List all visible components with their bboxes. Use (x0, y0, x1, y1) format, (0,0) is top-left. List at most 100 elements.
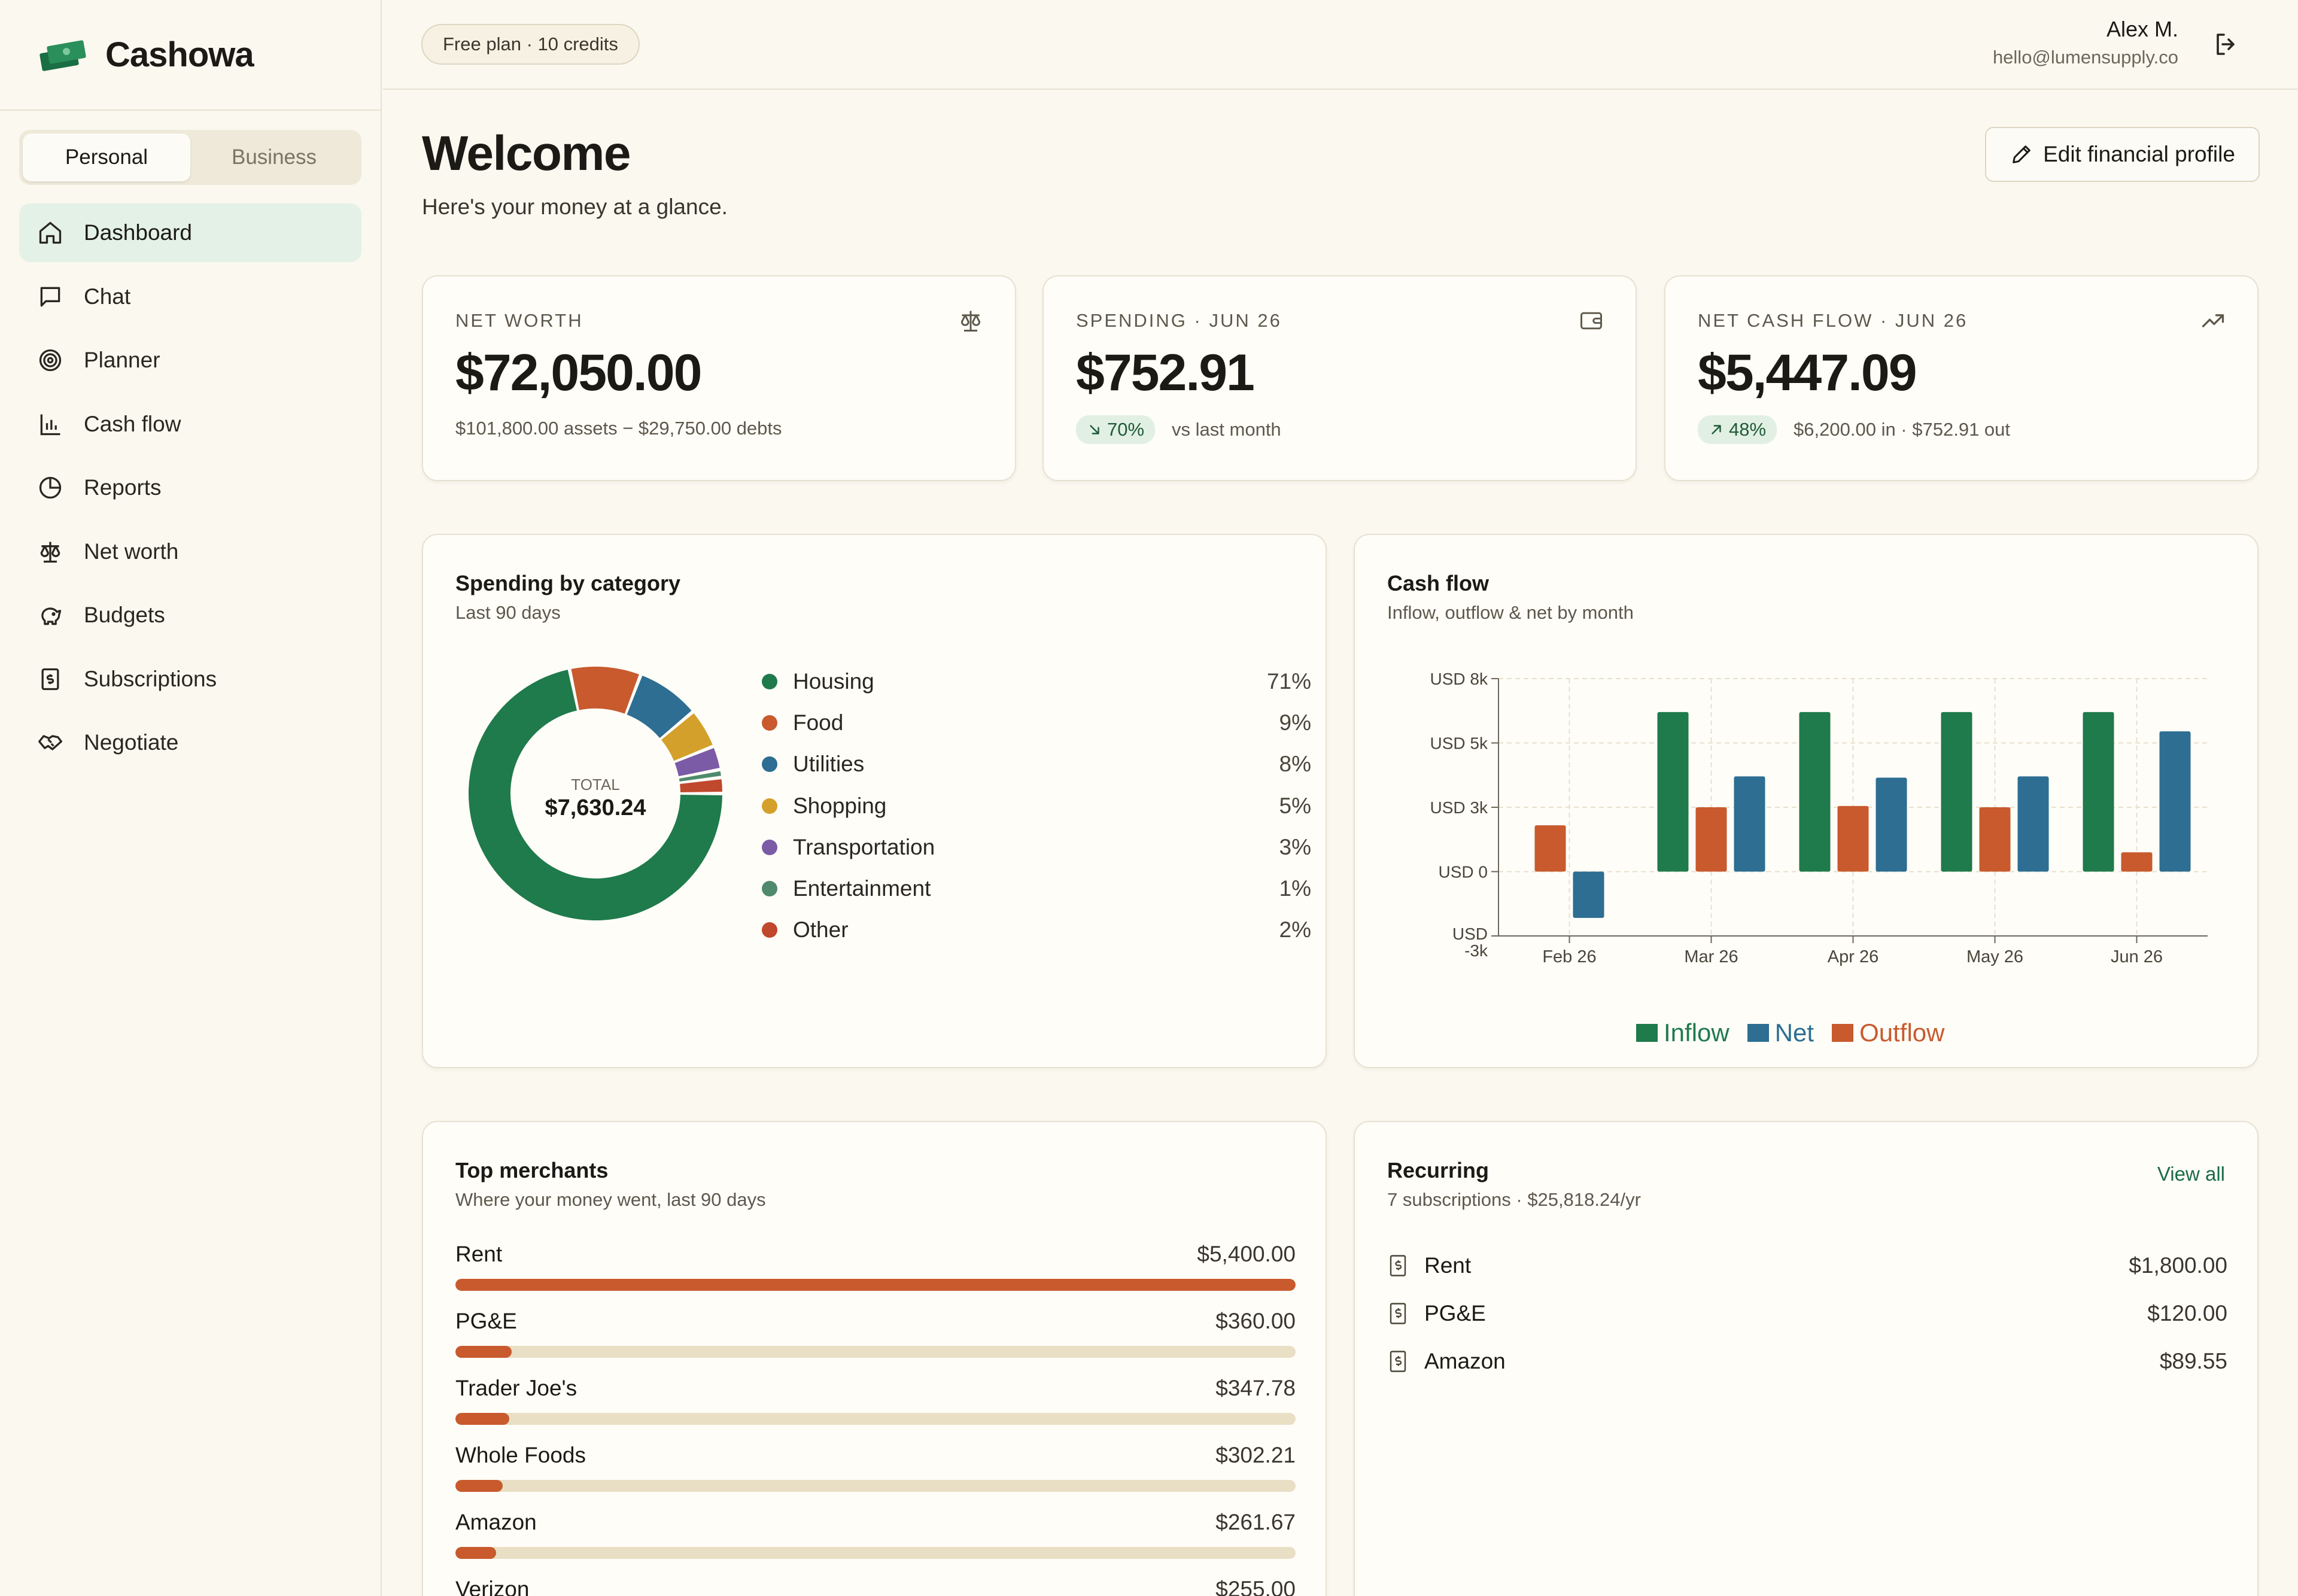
card-title: Recurring (1387, 1158, 1490, 1182)
sidebar-item-subscriptions[interactable]: Subscriptions (19, 650, 361, 709)
x-tick-label: Apr 26 (1828, 947, 1878, 966)
stat-detail-text: vs last month (1172, 419, 1281, 440)
donut-slice-entertainment[interactable] (679, 771, 721, 782)
legend-item-inflow[interactable]: Inflow (1636, 1019, 1729, 1047)
spending-card[interactable]: SPENDING · JUN 26 $752.91 70% vs last mo… (1042, 275, 1637, 481)
card-title: Spending by category (455, 571, 681, 595)
legend-percent: 2% (1279, 917, 1311, 943)
x-tick-label: May 26 (1966, 947, 2023, 966)
x-tick-label: Feb 26 (1542, 947, 1596, 966)
merchant-row[interactable]: Trader Joe's $347.78 (455, 1376, 1296, 1443)
category-legend: Housing 71% Food 9% Utilities 8% Shoppin… (762, 661, 1311, 951)
bar-net-may-26[interactable] (2017, 776, 2049, 872)
legend-swatch (762, 756, 777, 773)
sidebar-item-cash-flow[interactable]: Cash flow (19, 395, 361, 454)
merchant-bar-fill (455, 1413, 510, 1425)
mode-personal-tab[interactable]: Personal (23, 133, 190, 181)
cash-flow-card: USD 8k USD 5k USD 3k USD 0 USD -3k Feb 26 Mar 2… (1354, 534, 2259, 1068)
recurring-card: Recurring 7 subscriptions · $25,818.24/y… (1354, 1121, 2259, 1596)
merchant-row[interactable]: Amazon $261.67 (455, 1510, 1296, 1577)
sidebar-item-planner[interactable]: Planner (19, 331, 361, 390)
legend-percent: 3% (1279, 834, 1311, 859)
sidebar-item-chat[interactable]: Chat (19, 267, 361, 326)
user-info[interactable]: Alex M. hello@lumensupply.co (1993, 17, 2178, 68)
sidebar-item-negotiate[interactable]: Negotiate (19, 713, 361, 772)
merchant-name: Whole Foods (455, 1443, 586, 1467)
legend-item-utilities[interactable]: Utilities 8% (762, 744, 1311, 785)
legend-item-outflow[interactable]: Outflow (1832, 1019, 1944, 1047)
bar-outflow-apr-26[interactable] (1837, 805, 1869, 872)
scale-icon (40, 542, 60, 563)
merchant-amount: $360.00 (1215, 1309, 1296, 1333)
view-all-link[interactable]: View all (2157, 1163, 2225, 1185)
card-title: Cash flow (1387, 571, 1490, 595)
legend-item-transportation[interactable]: Transportation 3% (762, 826, 1311, 868)
bar-inflow-apr-26[interactable] (1799, 712, 1831, 872)
legend-item-shopping[interactable]: Shopping 5% (762, 785, 1311, 826)
cash-flow-legend: Inflow Net Outflow (1636, 1019, 1962, 1047)
chat-icon (40, 287, 60, 306)
merchant-row[interactable]: PG&E $360.00 (455, 1309, 1296, 1376)
recurring-row[interactable]: PG&E $120.00 (1387, 1290, 2227, 1337)
spending-donut-chart: TOTAL $7,630.24 (469, 667, 722, 920)
legend-item-net[interactable]: Net (1747, 1019, 1814, 1047)
legend-label: Food (793, 710, 844, 735)
sidebar-item-budgets[interactable]: Budgets (19, 586, 361, 645)
edit-button-label: Edit financial profile (2043, 142, 2235, 166)
sidebar-item-dashboard[interactable]: Dashboard (19, 203, 361, 262)
bar-outflow-jun-26[interactable] (2121, 852, 2153, 872)
net-cash-flow-card[interactable]: NET CASH FLOW · JUN 26 $5,447.09 48% $6,… (1664, 275, 2259, 481)
bar-net-apr-26[interactable] (1876, 777, 1907, 872)
bar-outflow-mar-26[interactable] (1695, 807, 1727, 872)
pencil-icon (2013, 145, 2030, 163)
spending-by-category-card: Spending by category Last 90 days TOTAL … (422, 534, 1327, 1068)
brand[interactable]: Cashowa (0, 0, 381, 111)
legend-swatch (1747, 1024, 1769, 1042)
merchant-bar-track (455, 1547, 1296, 1559)
legend-swatch (762, 839, 777, 855)
donut-slice-housing[interactable] (469, 670, 722, 920)
net-worth-card[interactable]: NET WORTH $72,050.00 $101,800.00 assets … (422, 275, 1016, 481)
legend-item-food[interactable]: Food 9% (762, 702, 1311, 743)
merchant-row[interactable]: Rent $5,400.00 (455, 1242, 1296, 1309)
bar-outflow-feb-26[interactable] (1534, 825, 1566, 872)
plan-badge[interactable]: Free plan · 10 credits (421, 24, 640, 65)
legend-item-other[interactable]: Other 2% (762, 910, 1311, 951)
bar-inflow-mar-26[interactable] (1657, 712, 1689, 872)
stat-label: NET WORTH (455, 310, 583, 331)
bar-outflow-may-26[interactable] (1979, 807, 2011, 872)
sidebar-item-net-worth[interactable]: Net worth (19, 522, 361, 581)
legend-label: Outflow (1859, 1019, 1945, 1047)
bar-net-feb-26[interactable] (1573, 871, 1604, 918)
mode-business-tab[interactable]: Business (231, 145, 317, 169)
recurring-row[interactable]: Amazon $89.55 (1387, 1337, 2227, 1385)
logout-icon[interactable] (2212, 30, 2241, 59)
merchant-name: Amazon (455, 1510, 537, 1534)
sidebar-item-reports[interactable]: Reports (19, 458, 361, 517)
sidebar-item-label: Reports (84, 475, 162, 500)
legend-label: Entertainment (793, 876, 931, 901)
y-tick-label: USD 8k (1430, 670, 1488, 688)
donut-slice-other[interactable] (680, 779, 722, 793)
legend-item-housing[interactable]: Housing 71% (762, 661, 1311, 702)
bar-inflow-may-26[interactable] (1941, 712, 1972, 872)
donut-slice-transportation[interactable] (674, 747, 720, 777)
sidebar-item-label: Dashboard (84, 220, 193, 245)
recurring-row[interactable]: Rent $1,800.00 (1387, 1242, 2227, 1290)
edit-financial-profile-button[interactable]: Edit financial profile (1985, 127, 2260, 182)
user-email: hello@lumensupply.co (1992, 47, 2178, 68)
y-tick-label: USD 0 (1439, 863, 1488, 881)
donut-slice-utilities[interactable] (627, 676, 692, 738)
merchant-row[interactable]: Whole Foods $302.21 (455, 1443, 1296, 1510)
stat-detail: 70% vs last month (1076, 415, 1281, 444)
merchant-row[interactable]: Verizon $255.00 (455, 1577, 1296, 1596)
bar-net-jun-26[interactable] (2159, 731, 2191, 872)
bar-net-mar-26[interactable] (1734, 776, 1765, 872)
legend-item-entertainment[interactable]: Entertainment 1% (762, 868, 1311, 909)
recurring-name: Rent (1424, 1253, 1472, 1278)
donut-slice-shopping[interactable] (661, 713, 713, 761)
sidebar-nav: Dashboard Chat Planner Cash flow Reports… (19, 203, 361, 777)
donut-slice-food[interactable] (571, 667, 639, 714)
recurring-amount: $1,800.00 (2129, 1253, 2227, 1278)
bar-inflow-jun-26[interactable] (2083, 712, 2114, 872)
